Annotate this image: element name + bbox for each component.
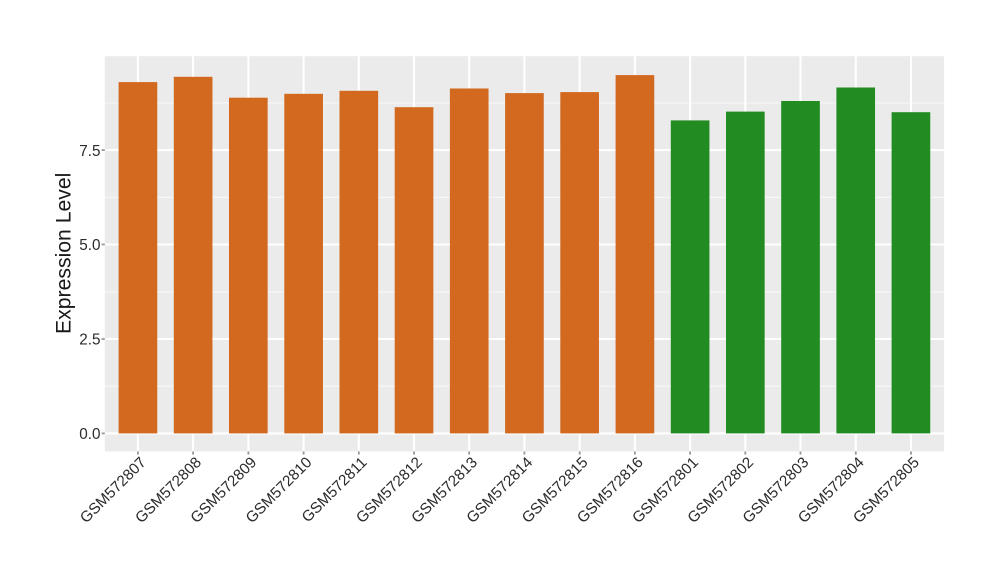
svg-text:Expression Level: Expression Level	[52, 173, 75, 334]
svg-text:0.0: 0.0	[79, 426, 100, 443]
svg-text:5.0: 5.0	[79, 237, 100, 254]
svg-text:2.5: 2.5	[79, 332, 100, 349]
svg-text:7.5: 7.5	[79, 143, 100, 160]
